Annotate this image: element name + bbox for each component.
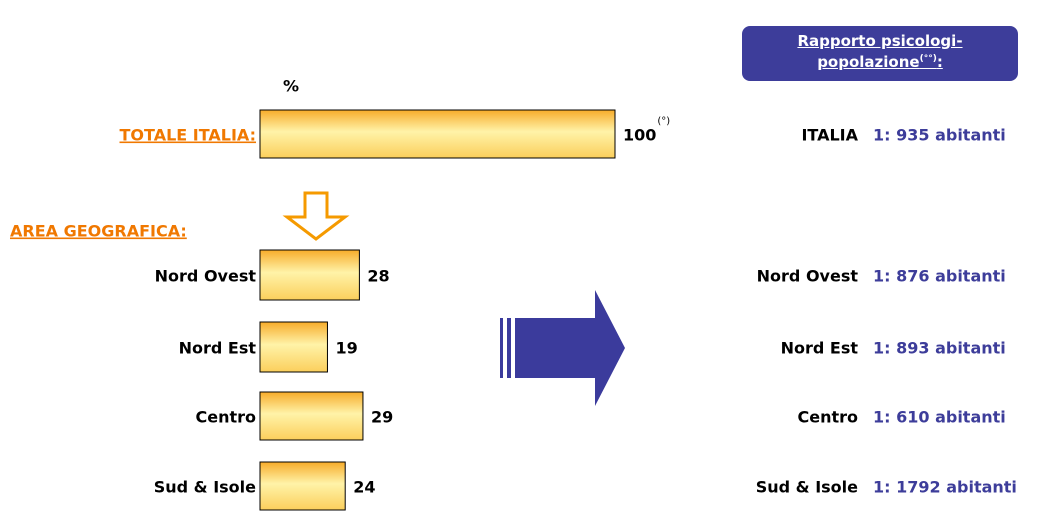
bar [259,249,360,301]
ratio-title-box: Rapporto psicologi-popolazione(°°): [742,26,1018,81]
value-label: 28 [367,267,389,286]
ratio-title-end: : [936,53,943,71]
bar [259,321,328,373]
unit-label: % [283,77,299,96]
ratio-title: Rapporto psicologi-popolazione [797,32,963,71]
right-arrow [500,290,625,406]
ratio-value: 1: 1792 abitanti [873,478,1017,497]
ratio-value: 1: 893 abitanti [873,339,1006,358]
ratio-area: Sud & Isole [756,478,858,497]
down-arrow [282,191,350,241]
ratio-area: ITALIA [801,126,858,145]
category-label: Sud & Isole [154,478,256,497]
category-label: TOTALE ITALIA: [120,126,257,145]
ratio-area: Nord Est [781,339,859,358]
bar [259,461,346,511]
ratio-area: Centro [797,408,858,427]
value-note: (°) [657,116,670,127]
ratio-area: Nord Ovest [757,267,859,286]
section-label: AREA GEOGRAFICA: [10,222,187,241]
category-label: Nord Est [179,339,257,358]
value-label: 19 [335,339,357,358]
category-label: Centro [195,408,256,427]
bar [259,391,364,441]
category-label: Nord Ovest [155,267,257,286]
ratio-value: 1: 876 abitanti [873,267,1006,286]
value-label: 29 [371,408,393,427]
value-label: 24 [353,478,375,497]
bar [259,109,616,159]
ratio-value: 1: 610 abitanti [873,408,1006,427]
ratio-title-note: (°°) [919,54,937,64]
value-label: 100 [623,126,656,145]
ratio-value: 1: 935 abitanti [873,126,1006,145]
